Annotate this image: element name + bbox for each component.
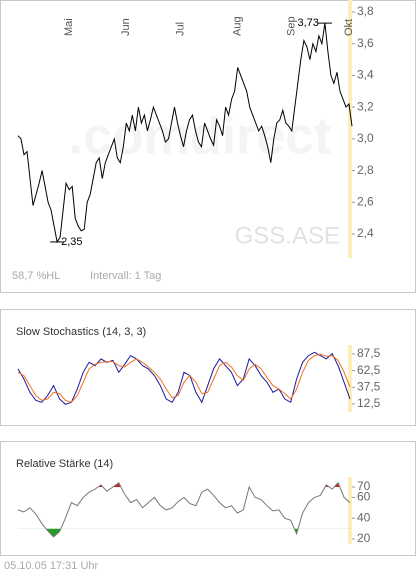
y-tick-label: 62,5 bbox=[357, 363, 381, 377]
y-tick-label: 3,4 bbox=[357, 68, 374, 82]
price-panel bbox=[0, 0, 416, 293]
y-tick-label: 2,8 bbox=[357, 163, 374, 177]
y-tick-label: 70 bbox=[357, 479, 371, 493]
y-tick-label: 3,2 bbox=[357, 99, 374, 113]
annotation: 2,35 bbox=[61, 236, 82, 248]
stoch-line bbox=[17, 351, 351, 405]
x-tick-label: Jul bbox=[174, 22, 186, 36]
y-tick-label: 37,5 bbox=[357, 379, 381, 393]
y-tick-label: 87,5 bbox=[357, 346, 381, 360]
timestamp: 05.10.05 17:31 Uhr bbox=[4, 560, 99, 572]
y-tick-label: 60 bbox=[357, 490, 371, 504]
highlight bbox=[348, 0, 352, 258]
x-tick-label: Aug bbox=[232, 16, 244, 36]
price-line bbox=[17, 23, 353, 244]
zone-fill bbox=[18, 482, 350, 487]
highlight bbox=[348, 345, 352, 412]
y-tick-label: 12,5 bbox=[357, 396, 381, 410]
y-tick-label: 3,0 bbox=[357, 131, 374, 145]
y-tick-label: 40 bbox=[357, 510, 371, 524]
stoch-line bbox=[17, 353, 351, 403]
panel-title: Slow Stochastics (14, 3, 3) bbox=[16, 326, 146, 338]
y-tick-label: 3,6 bbox=[357, 36, 374, 50]
y-tick-label: 20 bbox=[357, 531, 371, 545]
x-tick-label: Sep bbox=[286, 16, 298, 36]
y-tick-label: 2,4 bbox=[357, 226, 374, 240]
footer: 58,7 %HL bbox=[12, 270, 60, 282]
y-tick-label: 2,6 bbox=[357, 194, 374, 208]
highlight bbox=[348, 477, 352, 544]
x-tick-label: Jun bbox=[120, 18, 132, 36]
footer: Intervall: 1 Tag bbox=[90, 270, 161, 282]
x-tick-label: Mai bbox=[63, 18, 75, 36]
rsi-line bbox=[17, 481, 351, 538]
rsi-panel bbox=[0, 441, 416, 556]
panel-title: Relative Stärke (14) bbox=[16, 458, 113, 470]
x-tick-label: Okt bbox=[343, 19, 355, 36]
zone-fill bbox=[18, 528, 350, 537]
annotation: 3,73 bbox=[297, 17, 318, 29]
watermark: .comdirect bbox=[69, 108, 332, 166]
symbol: GSS.ASE bbox=[235, 222, 340, 249]
stoch-panel bbox=[0, 309, 416, 426]
y-tick-label: 3,8 bbox=[357, 4, 374, 18]
